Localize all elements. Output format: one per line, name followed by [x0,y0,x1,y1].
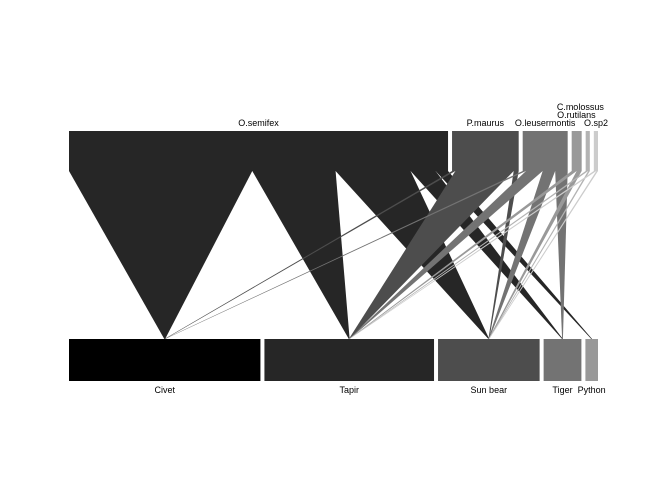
lower-box-sunbear [438,339,540,381]
lower-label-python: Python [578,385,606,395]
link-osem-python [435,171,593,339]
upper-box-osem [69,131,449,171]
upper-level-boxes [69,131,598,171]
lower-label-tiger: Tiger [552,385,572,395]
lower-box-tiger [543,339,582,381]
link-oleu-tapir [348,171,543,339]
upper-label-osem: O.semifex [238,118,279,128]
upper-box-osp2 [593,131,598,171]
link-oleu-civet [164,171,527,339]
upper-box-orut [571,131,582,171]
lower-box-tapir [264,339,435,381]
lower-label-tapir: Tapir [339,385,359,395]
link-orut-tapir [348,171,577,339]
node-labels: O.semifex P.maurus O.leusermontisO.rutilan… [154,102,608,395]
link-pmau-tapir [348,171,514,339]
upper-box-cmol [585,131,590,171]
upper-label-cmol: C.molossus [557,102,605,112]
lower-level-boxes [69,339,598,381]
upper-box-oleu [522,131,568,171]
upper-box-pmau [452,131,519,171]
link-cmol-tapir [348,171,589,339]
link-cmol-sunbear [488,171,590,339]
link-oleu-sunbear [488,171,556,339]
upper-label-orut: O.rutilans [557,110,596,120]
link-osem-civet [69,171,253,339]
lower-box-civet [69,339,261,381]
link-pmau-civet [164,171,456,339]
lower-box-python [585,339,598,381]
lower-label-civet: Civet [154,385,175,395]
lower-label-sunbear: Sun bear [471,385,508,395]
interaction-links [69,171,598,339]
link-pmau-sunbear [488,171,519,339]
link-osp2-sunbear [488,171,598,339]
upper-label-oleu: O.leusermontis [515,118,576,128]
upper-label-osp2: O.sp2 [584,118,608,128]
link-osem-tapir [252,171,350,339]
upper-label-pmau: P.maurus [467,118,505,128]
link-orut-sunbear [488,171,582,339]
link-osp2-tapir [348,171,597,339]
